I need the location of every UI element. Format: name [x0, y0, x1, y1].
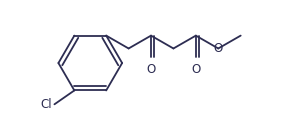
Text: O: O — [191, 63, 200, 76]
Text: Cl: Cl — [41, 98, 52, 111]
Text: O: O — [147, 63, 156, 76]
Text: O: O — [214, 42, 223, 55]
